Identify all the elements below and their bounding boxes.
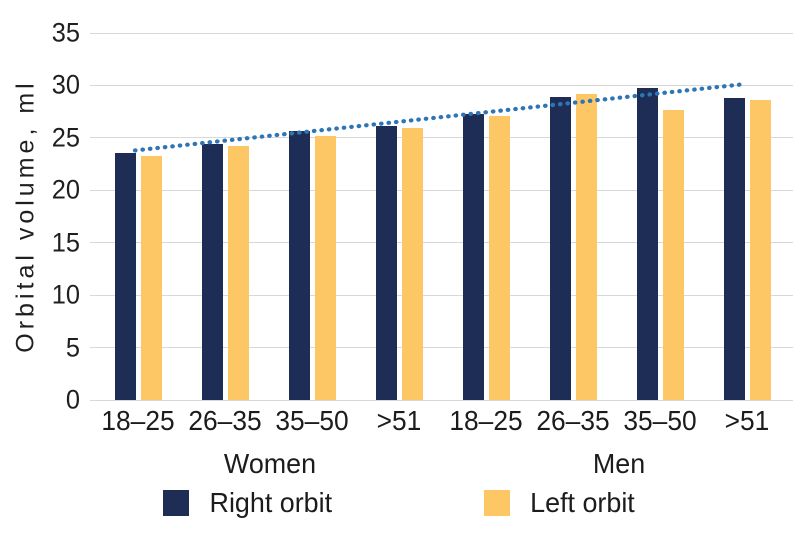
gridline bbox=[90, 137, 793, 139]
legend: Right orbit Left orbit bbox=[0, 489, 800, 517]
y-tick-label: 25 bbox=[51, 122, 80, 153]
legend-label-right-orbit: Right orbit bbox=[209, 487, 332, 518]
x-tick-label: 35–50 bbox=[275, 405, 349, 436]
gridline bbox=[90, 399, 793, 401]
gridline bbox=[90, 242, 793, 244]
bar-left-orbit bbox=[314, 135, 336, 400]
bar-group bbox=[723, 33, 771, 400]
gridline bbox=[90, 294, 793, 296]
bar-right-orbit bbox=[114, 152, 136, 400]
y-tick-label: 30 bbox=[51, 69, 80, 100]
group-label-men: Men bbox=[592, 448, 646, 479]
bar-group bbox=[636, 33, 684, 400]
y-tick-label: 20 bbox=[51, 174, 80, 205]
legend-item-left-orbit: Left orbit bbox=[484, 489, 637, 517]
y-tick-label: 15 bbox=[51, 227, 80, 258]
y-axis: 0 5 10 15 20 25 30 35 bbox=[0, 19, 82, 413]
bar-right-orbit bbox=[288, 130, 310, 400]
bar-group bbox=[114, 33, 162, 400]
x-axis: 18–25 26–35 35–50 >51 18–25 26–35 35–50 >51 bbox=[90, 405, 793, 440]
bar-left-orbit bbox=[575, 93, 597, 400]
x-tick-label: 35–50 bbox=[623, 405, 697, 436]
y-tick-label: 35 bbox=[51, 17, 80, 48]
bar-left-orbit bbox=[662, 109, 684, 400]
bar-group bbox=[375, 33, 423, 400]
bar-right-orbit bbox=[201, 144, 223, 400]
x-tick-label: 26–35 bbox=[536, 405, 610, 436]
bar-group bbox=[201, 33, 249, 400]
bar-left-orbit bbox=[140, 155, 162, 400]
bar-right-orbit bbox=[723, 98, 745, 400]
bar-group bbox=[549, 33, 597, 400]
bar-right-orbit bbox=[462, 113, 484, 400]
bar-left-orbit bbox=[488, 115, 510, 400]
x-tick-label: >51 bbox=[376, 405, 422, 436]
bar-right-orbit bbox=[375, 126, 397, 400]
gridline bbox=[90, 347, 793, 349]
bar-group bbox=[462, 33, 510, 400]
legend-swatch-right-orbit bbox=[162, 490, 189, 516]
bar-group bbox=[288, 33, 336, 400]
bar-right-orbit bbox=[636, 87, 658, 400]
x-tick-label: >51 bbox=[724, 405, 770, 436]
x-tick-label: 18–25 bbox=[101, 405, 175, 436]
plot-area bbox=[90, 32, 793, 401]
x-tick-label: 18–25 bbox=[449, 405, 523, 436]
gridline bbox=[90, 32, 793, 34]
legend-label-left-orbit: Left orbit bbox=[530, 487, 636, 518]
y-tick-label: 10 bbox=[51, 279, 80, 310]
bar-right-orbit bbox=[549, 96, 571, 400]
bar-left-orbit bbox=[749, 100, 771, 400]
bar-left-orbit bbox=[401, 128, 423, 400]
legend-swatch-left-orbit bbox=[484, 490, 511, 516]
y-tick-label: 5 bbox=[65, 332, 80, 363]
legend-item-right-orbit: Right orbit bbox=[162, 487, 335, 518]
group-label-women: Women bbox=[223, 448, 317, 479]
gridline bbox=[90, 189, 793, 191]
y-tick-label: 0 bbox=[65, 384, 80, 415]
bar-left-orbit bbox=[227, 146, 249, 400]
x-tick-label: 26–35 bbox=[188, 405, 262, 436]
gridline bbox=[90, 84, 793, 86]
trendline bbox=[132, 82, 745, 153]
